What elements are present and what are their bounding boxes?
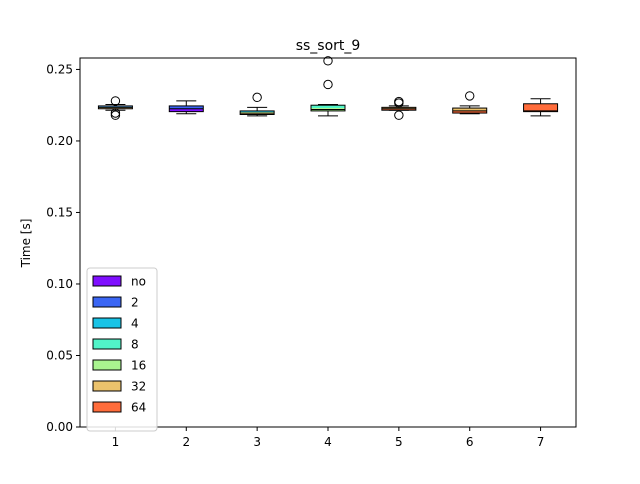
y-tick-label: 0.20 [46,134,73,148]
legend-swatch [93,276,121,286]
legend: no 2 4 8 16 32 64 [87,268,157,431]
y-axis-label: Time [s] [19,219,33,269]
legend-swatch [93,297,121,307]
x-tick-label: 2 [182,435,190,449]
legend-swatch [93,339,121,349]
x-tick-label: 6 [466,435,474,449]
legend-label: no [131,275,146,289]
legend-label: 8 [131,338,139,352]
x-tick-label: 5 [395,435,403,449]
legend-label: 32 [131,380,146,394]
x-tick-label: 3 [253,435,261,449]
legend-swatch [93,318,121,328]
x-tick-label: 1 [112,435,120,449]
y-tick-label: 0.25 [46,62,73,76]
y-tick-label: 0.15 [46,205,73,219]
legend-label: 64 [131,401,146,415]
legend-label: 4 [131,317,139,331]
legend-swatch [93,381,121,391]
legend-swatch [93,402,121,412]
chart-title: ss_sort_9 [296,38,361,54]
y-tick-label: 0.00 [46,420,73,434]
legend-label: 2 [131,296,139,310]
x-tick-label: 4 [324,435,332,449]
x-tick-label: 7 [537,435,545,449]
legend-label: 16 [131,359,146,373]
y-tick-label: 0.05 [46,348,73,362]
y-tick-label: 0.10 [46,277,73,291]
legend-swatch [93,360,121,370]
